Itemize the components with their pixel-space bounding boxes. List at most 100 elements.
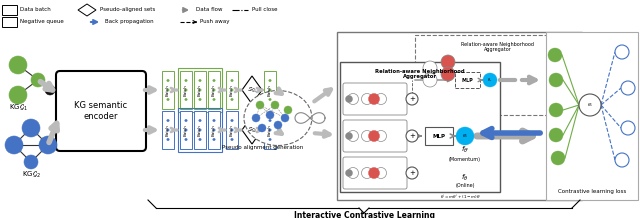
Circle shape: [24, 155, 38, 169]
Circle shape: [369, 167, 380, 179]
Circle shape: [348, 94, 358, 104]
Circle shape: [212, 89, 215, 91]
Circle shape: [406, 167, 418, 179]
FancyBboxPatch shape: [343, 120, 407, 152]
Text: +: +: [409, 96, 415, 102]
Ellipse shape: [244, 90, 312, 145]
Polygon shape: [242, 76, 262, 104]
Text: Batch: Batch: [268, 124, 272, 136]
Text: Relation-aware Neighborhood
Aggregator: Relation-aware Neighborhood Aggregator: [461, 42, 534, 52]
Text: Batch: Batch: [230, 124, 234, 136]
Circle shape: [231, 79, 233, 82]
Circle shape: [212, 98, 215, 101]
Bar: [162, 111, 174, 149]
Circle shape: [406, 130, 418, 142]
Circle shape: [199, 79, 201, 82]
Bar: [2, 17, 17, 27]
Text: KG semantic
encoder: KG semantic encoder: [74, 101, 127, 121]
Circle shape: [269, 79, 271, 82]
Circle shape: [376, 94, 387, 104]
Circle shape: [252, 114, 260, 122]
Circle shape: [212, 138, 215, 141]
Circle shape: [212, 129, 215, 131]
Bar: [546, 32, 638, 200]
Circle shape: [231, 138, 233, 141]
Circle shape: [167, 79, 169, 82]
Circle shape: [185, 89, 187, 91]
Text: Batch: Batch: [212, 124, 216, 136]
Circle shape: [231, 98, 233, 101]
Circle shape: [9, 56, 27, 74]
Bar: [178, 68, 222, 112]
Circle shape: [346, 170, 353, 177]
Text: KG$\mathcal{G}_2$: KG$\mathcal{G}_2$: [22, 170, 40, 180]
Text: (Momentum): (Momentum): [449, 157, 481, 162]
Circle shape: [621, 121, 635, 135]
Text: Pseudo alignment generation: Pseudo alignment generation: [222, 145, 303, 150]
Circle shape: [549, 103, 563, 117]
Circle shape: [423, 61, 437, 75]
Circle shape: [346, 95, 353, 102]
Polygon shape: [78, 4, 96, 16]
Text: Batch: Batch: [166, 124, 170, 136]
Circle shape: [549, 73, 563, 87]
Circle shape: [269, 138, 271, 141]
Bar: [455, 72, 480, 88]
Text: Batch: Batch: [184, 124, 188, 136]
Circle shape: [281, 114, 289, 122]
Text: Interactive Contrastive Learning: Interactive Contrastive Learning: [294, 211, 435, 218]
Circle shape: [269, 119, 271, 122]
Bar: [415, 35, 580, 115]
FancyBboxPatch shape: [343, 83, 407, 115]
Circle shape: [269, 98, 271, 101]
Circle shape: [406, 93, 418, 105]
Circle shape: [167, 129, 169, 131]
Bar: [340, 62, 500, 192]
Circle shape: [31, 73, 45, 87]
Circle shape: [284, 106, 292, 114]
Circle shape: [346, 133, 353, 140]
Bar: [2, 5, 17, 15]
Circle shape: [167, 138, 169, 141]
Text: $\theta_1$: $\theta_1$: [462, 132, 468, 140]
Text: Negative queue: Negative queue: [20, 19, 64, 24]
FancyBboxPatch shape: [343, 157, 407, 189]
Circle shape: [185, 138, 187, 141]
Circle shape: [362, 94, 372, 104]
Circle shape: [274, 121, 282, 129]
Text: MLP: MLP: [461, 78, 473, 82]
Circle shape: [376, 167, 387, 179]
Circle shape: [212, 79, 215, 82]
Circle shape: [362, 167, 372, 179]
Text: $\mathcal{S}_{\mathcal{G}_1}$: $\mathcal{S}_{\mathcal{G}_1}$: [247, 85, 257, 95]
Text: $f_{\theta'}$: $f_{\theta'}$: [461, 145, 469, 155]
Circle shape: [231, 89, 233, 91]
Circle shape: [441, 67, 455, 81]
Circle shape: [258, 124, 266, 132]
Text: Relation-aware Neighborhood
Aggregator: Relation-aware Neighborhood Aggregator: [375, 69, 465, 79]
Circle shape: [551, 151, 565, 165]
Circle shape: [39, 136, 57, 154]
Text: Back propagation: Back propagation: [105, 19, 154, 24]
Text: +: +: [409, 170, 415, 176]
Text: Contrastive learning loss: Contrastive learning loss: [558, 189, 626, 194]
FancyBboxPatch shape: [56, 71, 146, 151]
Bar: [180, 111, 192, 149]
Text: Data flow: Data flow: [196, 7, 223, 12]
Circle shape: [5, 136, 23, 154]
Circle shape: [231, 119, 233, 122]
Circle shape: [369, 94, 380, 104]
Circle shape: [369, 131, 380, 141]
Circle shape: [423, 73, 437, 87]
Text: MLP: MLP: [433, 133, 445, 138]
Text: $\theta_1$: $\theta_1$: [587, 101, 593, 109]
Circle shape: [266, 111, 274, 119]
Bar: [208, 71, 220, 109]
Bar: [178, 108, 222, 152]
Circle shape: [199, 129, 201, 131]
Circle shape: [579, 94, 601, 116]
Polygon shape: [242, 116, 262, 144]
Bar: [208, 111, 220, 149]
Circle shape: [167, 98, 169, 101]
Circle shape: [615, 45, 629, 59]
